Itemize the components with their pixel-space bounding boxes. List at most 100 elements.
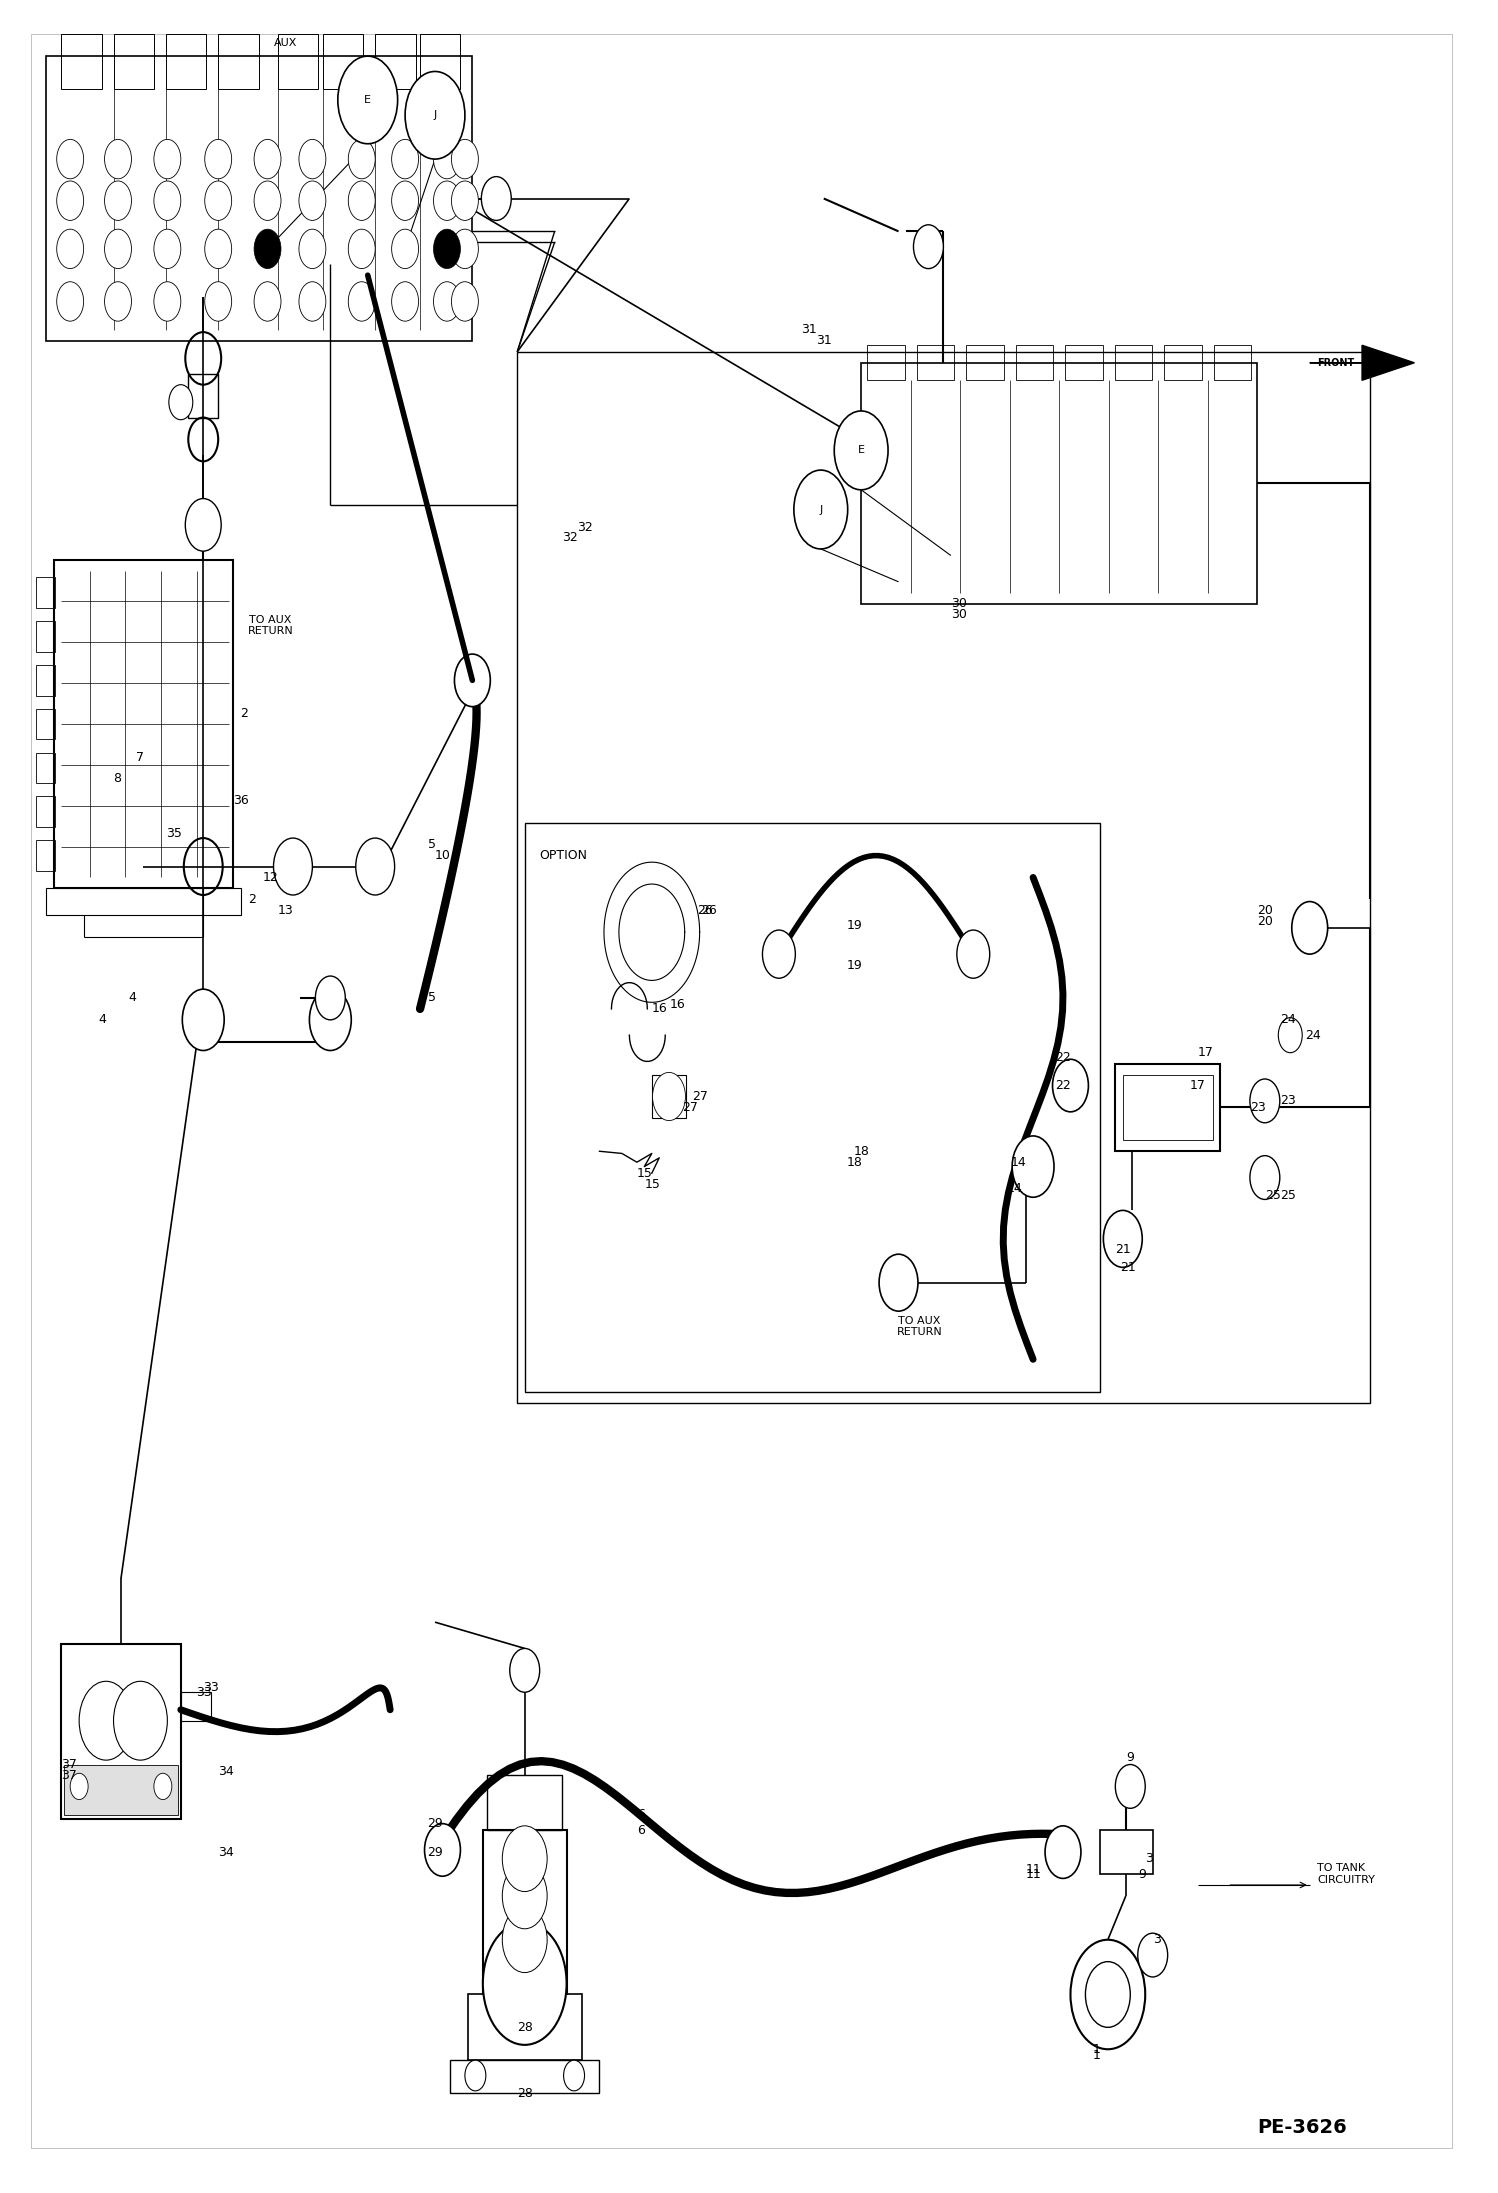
Bar bbox=[36, 577, 55, 607]
Circle shape bbox=[255, 140, 282, 180]
Circle shape bbox=[348, 182, 374, 221]
Circle shape bbox=[424, 1825, 460, 1877]
Text: 21: 21 bbox=[1116, 1243, 1131, 1257]
Bar bbox=[36, 840, 55, 871]
Text: 32: 32 bbox=[562, 531, 578, 544]
Text: 4: 4 bbox=[99, 1013, 106, 1026]
Text: OPTION: OPTION bbox=[539, 849, 587, 862]
Circle shape bbox=[502, 1908, 547, 1972]
Text: 31: 31 bbox=[801, 322, 816, 336]
Circle shape bbox=[355, 838, 394, 895]
Bar bbox=[1115, 344, 1152, 379]
Circle shape bbox=[57, 140, 84, 180]
Text: 5: 5 bbox=[427, 991, 436, 1004]
Text: 27: 27 bbox=[682, 1101, 698, 1114]
Circle shape bbox=[1104, 1211, 1143, 1268]
Text: 9: 9 bbox=[1126, 1752, 1134, 1765]
Bar bbox=[181, 1693, 211, 1722]
Bar bbox=[1116, 1064, 1219, 1151]
Text: 34: 34 bbox=[219, 1847, 234, 1860]
Circle shape bbox=[316, 976, 346, 1020]
Circle shape bbox=[57, 230, 84, 268]
Circle shape bbox=[957, 930, 990, 978]
Circle shape bbox=[1116, 1765, 1146, 1809]
Text: TO TANK
CIRCUITRY: TO TANK CIRCUITRY bbox=[1317, 1864, 1375, 1884]
Text: 23: 23 bbox=[1249, 1101, 1266, 1114]
Circle shape bbox=[154, 182, 181, 221]
Text: 7: 7 bbox=[136, 750, 144, 763]
Text: 35: 35 bbox=[166, 827, 181, 840]
Circle shape bbox=[1138, 1934, 1167, 1976]
Circle shape bbox=[509, 1649, 539, 1693]
Bar bbox=[1016, 344, 1053, 379]
Circle shape bbox=[879, 1254, 918, 1311]
Bar bbox=[861, 362, 1257, 603]
Text: 33: 33 bbox=[196, 1686, 211, 1700]
Circle shape bbox=[502, 1864, 547, 1930]
Circle shape bbox=[348, 140, 374, 180]
Text: 30: 30 bbox=[951, 607, 966, 621]
Circle shape bbox=[1249, 1156, 1279, 1200]
Bar bbox=[467, 1993, 581, 2059]
Text: TO AUX
RETURN: TO AUX RETURN bbox=[247, 614, 294, 636]
Bar bbox=[419, 35, 460, 90]
Text: PE-3626: PE-3626 bbox=[1257, 2118, 1347, 2136]
Bar bbox=[46, 57, 472, 340]
Circle shape bbox=[105, 230, 132, 268]
Circle shape bbox=[433, 140, 460, 180]
Circle shape bbox=[183, 989, 225, 1050]
Text: 16: 16 bbox=[652, 1002, 668, 1015]
Text: 8: 8 bbox=[114, 772, 121, 785]
Bar bbox=[61, 35, 102, 90]
Circle shape bbox=[57, 182, 84, 221]
Bar bbox=[1213, 344, 1251, 379]
Circle shape bbox=[454, 654, 490, 706]
Bar bbox=[1164, 344, 1201, 379]
Circle shape bbox=[433, 230, 460, 268]
Text: 3: 3 bbox=[1152, 1934, 1161, 1945]
Circle shape bbox=[1291, 901, 1327, 954]
Circle shape bbox=[433, 182, 460, 221]
Bar bbox=[482, 1831, 566, 1993]
Circle shape bbox=[451, 140, 478, 180]
Circle shape bbox=[1053, 1059, 1089, 1112]
Bar bbox=[36, 664, 55, 695]
Circle shape bbox=[57, 281, 84, 320]
Circle shape bbox=[255, 281, 282, 320]
Text: 1: 1 bbox=[1094, 2042, 1101, 2055]
Bar bbox=[1101, 1831, 1152, 1875]
Text: 2: 2 bbox=[241, 706, 249, 719]
Polygon shape bbox=[1309, 344, 1414, 379]
Bar bbox=[374, 35, 415, 90]
Text: 34: 34 bbox=[219, 1765, 234, 1779]
Text: J: J bbox=[433, 110, 436, 121]
Bar bbox=[36, 621, 55, 651]
Bar bbox=[36, 752, 55, 783]
Bar bbox=[46, 888, 241, 914]
Bar bbox=[524, 822, 1101, 1393]
Bar bbox=[324, 35, 363, 90]
Text: 1: 1 bbox=[1094, 2048, 1101, 2061]
Circle shape bbox=[391, 230, 418, 268]
Text: TO AUX
RETURN: TO AUX RETURN bbox=[897, 1316, 942, 1338]
Text: 25: 25 bbox=[1264, 1189, 1281, 1202]
Text: 11: 11 bbox=[1026, 1864, 1041, 1877]
Bar bbox=[966, 344, 1004, 379]
Bar bbox=[487, 1776, 562, 1831]
Circle shape bbox=[1249, 1079, 1279, 1123]
Text: FRONT: FRONT bbox=[1317, 357, 1354, 368]
Circle shape bbox=[255, 182, 282, 221]
Text: 20: 20 bbox=[1257, 904, 1273, 917]
Text: 20: 20 bbox=[1257, 914, 1273, 928]
Circle shape bbox=[79, 1682, 133, 1761]
Circle shape bbox=[154, 140, 181, 180]
Text: 14: 14 bbox=[1011, 1156, 1026, 1169]
Text: 19: 19 bbox=[846, 919, 861, 932]
Circle shape bbox=[114, 1682, 168, 1761]
Circle shape bbox=[391, 182, 418, 221]
Text: 4: 4 bbox=[129, 991, 136, 1004]
Bar bbox=[114, 35, 154, 90]
Text: 28: 28 bbox=[517, 2020, 533, 2033]
Text: E: E bbox=[364, 94, 372, 105]
Text: 21: 21 bbox=[1121, 1261, 1135, 1274]
